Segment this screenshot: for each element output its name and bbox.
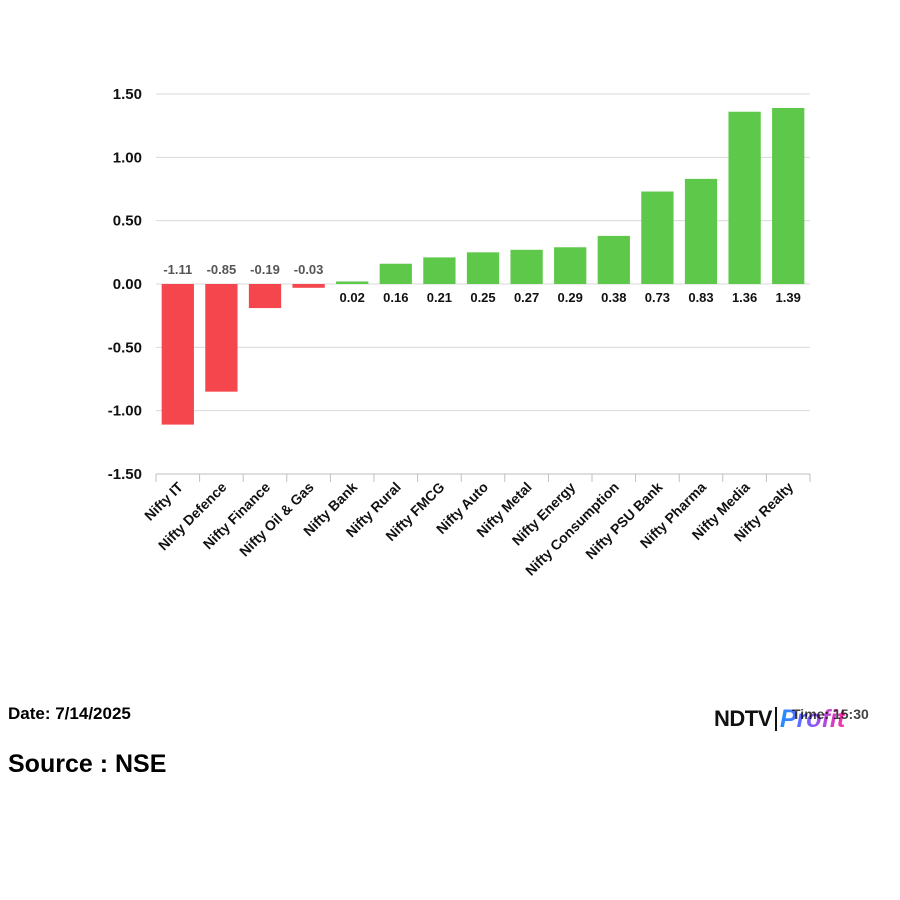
bar — [510, 249, 543, 284]
data-label: 0.29 — [558, 290, 583, 305]
data-label: 0.73 — [645, 290, 670, 305]
x-axis — [155, 473, 811, 482]
bar — [728, 111, 761, 284]
data-label: -0.85 — [207, 262, 237, 277]
category-label: Nifty PSU Bank — [582, 479, 666, 563]
bar — [292, 284, 325, 288]
bar — [379, 263, 412, 284]
bar — [597, 235, 630, 284]
footer-date: Date: 7/14/2025 — [8, 704, 131, 723]
data-label: 0.83 — [688, 290, 713, 305]
ndtv-profit-logo: NDTV Profit Time: 15:30 — [714, 702, 869, 736]
bar — [248, 284, 282, 309]
bar — [336, 281, 369, 284]
y-tick-label: 0.00 — [113, 276, 142, 293]
bar — [423, 257, 456, 284]
y-tick-label: 0.50 — [113, 213, 142, 230]
data-label: 1.39 — [776, 290, 801, 305]
bar — [205, 284, 238, 392]
data-label: 0.02 — [340, 290, 365, 305]
data-label: 0.25 — [470, 290, 495, 305]
data-label: 0.27 — [514, 290, 539, 305]
data-label: 1.36 — [732, 290, 757, 305]
bar — [772, 107, 805, 284]
data-label: 0.16 — [383, 290, 408, 305]
bar — [466, 252, 500, 284]
value-labels: -1.11 -0.85 -0.19 -0.03 0.02 0.16 0.21 0.25 0.27… — [163, 262, 801, 305]
y-tick-label: -1.00 — [108, 403, 142, 420]
data-label: 0.21 — [427, 290, 452, 305]
logo-separator — [774, 707, 777, 731]
bars — [161, 107, 805, 425]
logo-product: Profit — [779, 704, 846, 733]
y-tick-label: -0.50 — [108, 339, 142, 356]
sector-bar-chart: 1.50 1.00 0.50 0.00 -0.50 -1.00 -1.50 -1.11 -0.… — [108, 86, 811, 579]
bar — [161, 284, 194, 425]
bar — [554, 247, 587, 284]
data-label: 0.38 — [601, 290, 626, 305]
bar — [641, 191, 674, 284]
data-label: -0.19 — [250, 262, 280, 277]
y-tick-label: -1.50 — [108, 466, 142, 483]
y-axis-ticks: 1.50 1.00 0.50 0.00 -0.50 -1.00 -1.50 — [108, 86, 142, 483]
category-label: Nifty Oil & Gas — [236, 479, 317, 560]
data-label: -0.03 — [294, 262, 324, 277]
y-tick-label: 1.50 — [113, 86, 142, 103]
y-tick-label: 1.00 — [113, 149, 142, 166]
data-label: -1.11 — [163, 262, 192, 277]
logo-time-text: Time: 15:30 — [792, 706, 869, 722]
logo-brand: NDTV — [714, 706, 772, 731]
bar — [684, 178, 718, 284]
footer-source: Source : NSE — [8, 750, 167, 778]
